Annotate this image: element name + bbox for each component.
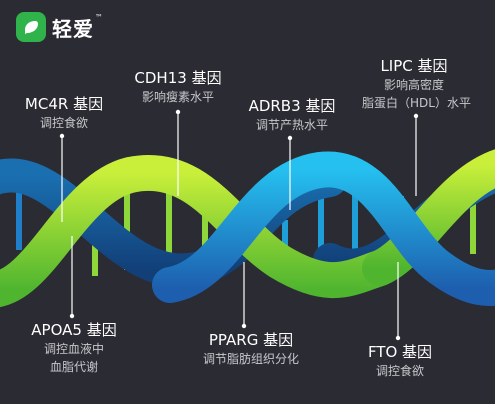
gene-name: MC4R 基因 — [24, 95, 104, 113]
gene-description: 调控血液中 — [43, 342, 104, 356]
dot-pparg — [241, 323, 247, 329]
gene-label-fto: FTO 基因 调控食欲 — [352, 342, 448, 380]
rung — [470, 190, 476, 254]
dot-adrb3 — [287, 135, 293, 141]
trademark-mark: ™ — [95, 12, 103, 22]
strand-green — [362, 149, 495, 286]
rung — [352, 186, 358, 276]
dot-fto — [395, 335, 401, 341]
gene-description: 调控食欲 — [39, 116, 88, 130]
rung — [318, 194, 324, 276]
gene-name: FTO 基因 — [367, 343, 433, 361]
gene-label-mc4r: MC4R 基因 调控食欲 — [18, 94, 110, 132]
leader-lines — [61, 112, 417, 338]
brand-name: 轻爱 — [52, 16, 94, 41]
gene-name: LIPC 基因 — [380, 57, 448, 75]
gene-description: 影响瘦素水平 — [141, 90, 214, 104]
gene-name: PPARG 基因 — [208, 331, 294, 349]
logo-icon — [16, 12, 46, 42]
dot-apoa5 — [69, 313, 75, 319]
gene-description: 调节产热水平 — [255, 118, 328, 132]
gene-label-cdh13: CDH13 基因 影响瘦素水平 — [128, 68, 228, 106]
gene-label-apoa5: APOA5 基因 调控血液中 血脂代谢 — [24, 320, 124, 376]
rung — [16, 190, 22, 250]
gene-description: 影响高密度 — [383, 78, 444, 92]
rung — [166, 178, 172, 270]
strand-blue — [152, 151, 495, 306]
brand-logo: 轻爱 ™ — [16, 12, 103, 42]
gene-label-adrb3: ADRB3 基因 调节产热水平 — [242, 96, 342, 134]
dot-mc4r — [59, 133, 65, 139]
dot-cdh13 — [175, 109, 181, 115]
gene-description: 脂蛋白（HDL）水平 — [362, 96, 471, 110]
gene-name: APOA5 基因 — [31, 321, 117, 339]
gene-description: 调节脂肪组织分化 — [202, 352, 299, 366]
leader-dots — [59, 109, 419, 341]
dot-lipc — [413, 113, 419, 119]
gene-label-lipc: LIPC 基因 影响高密度 脂蛋白（HDL）水平 — [362, 56, 471, 112]
gene-name: CDH13 基因 — [134, 69, 222, 87]
gene-description: 血脂代谢 — [49, 360, 98, 374]
gene-name: ADRB3 基因 — [248, 97, 336, 115]
rung — [124, 188, 130, 270]
rung — [202, 188, 208, 262]
gene-label-pparg: PPARG 基因 调节脂肪组织分化 — [186, 330, 316, 368]
gene-description: 调控食欲 — [375, 364, 424, 378]
strand-green — [0, 155, 398, 307]
